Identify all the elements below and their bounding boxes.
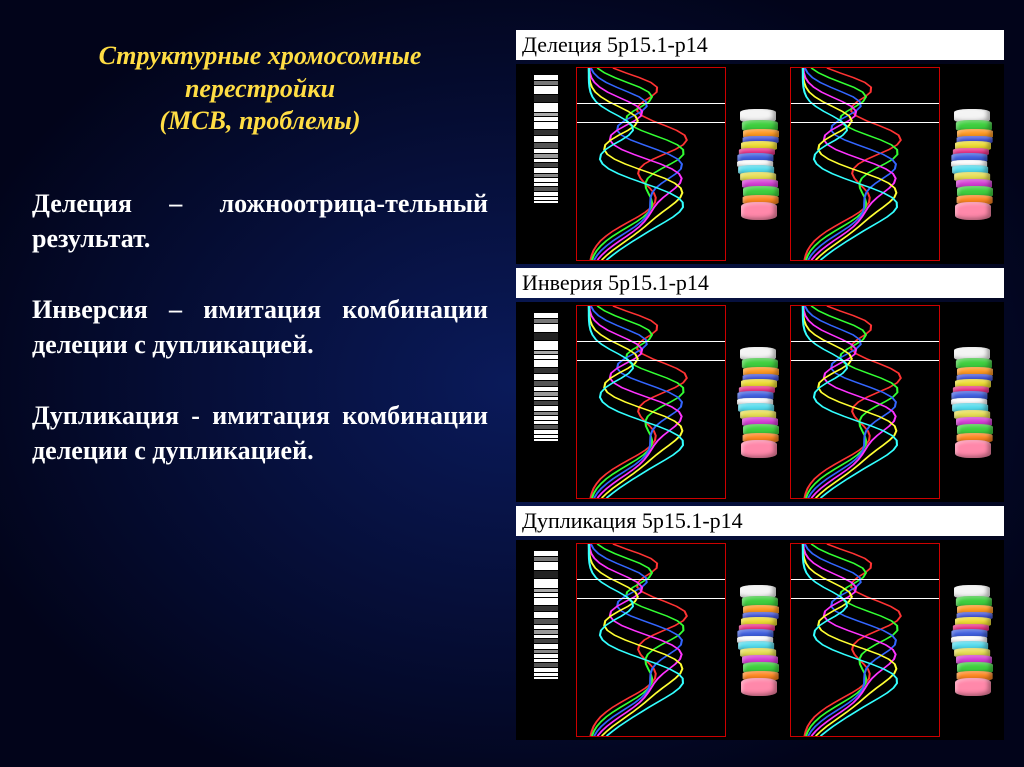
ideogram-band-label: 35.2 xyxy=(522,436,533,442)
figure-panel: Делеция 5p15.1-p1415.315.215.11413121113… xyxy=(512,0,1024,767)
ideogram-band-label: 35.2 xyxy=(522,674,533,680)
paragraph: Делеция – ложноотрица-тельный результат. xyxy=(32,186,488,256)
ideogram-band-label: 13 xyxy=(522,119,528,125)
spectral-plot xyxy=(576,67,726,261)
title-line: перестройки xyxy=(185,74,335,103)
ideogram-band-label: 13 xyxy=(522,357,528,363)
ideogram-band-label: 14 xyxy=(522,92,528,98)
title-line: (МСВ, проблемы) xyxy=(160,106,361,135)
ideogram-band-label: 15.1 xyxy=(522,83,533,89)
banded-chromosome xyxy=(943,305,1001,499)
banded-chromosome xyxy=(943,543,1001,737)
ideogram-band-label: 15 xyxy=(522,371,528,377)
ideogram-band-label: 13 xyxy=(522,338,528,344)
body-text: Делеция – ложноотрица-тельный результат.… xyxy=(32,186,488,505)
ideogram-band-label: 35.2 xyxy=(522,198,533,204)
ideogram-band-label: 15 xyxy=(522,133,528,139)
mcb-row: 15.315.215.114131211131415212223.123.223… xyxy=(516,302,1004,502)
mcb-row: 15.315.215.114131211131415212223.123.223… xyxy=(516,64,1004,264)
mcb-row: 15.315.215.114131211131415212223.123.223… xyxy=(516,540,1004,740)
ideogram-band-label: 15 xyxy=(522,609,528,615)
spectral-plot xyxy=(576,543,726,737)
ideogram-band-label: 14 xyxy=(522,330,528,336)
ideogram: 15.315.215.114131211131415212223.123.223… xyxy=(519,305,573,499)
paragraph: Дупликация - имитация комбинации делеции… xyxy=(32,398,488,468)
banded-chromosome xyxy=(943,67,1001,261)
ideogram: 15.315.215.114131211131415212223.123.223… xyxy=(519,543,573,737)
ideogram: 15.315.215.114131211131415212223.123.223… xyxy=(519,67,573,261)
slide-title: Структурные хромосомные перестройки (МСВ… xyxy=(32,40,488,138)
section-label: Инверия 5p15.1-p14 xyxy=(516,268,1004,298)
ideogram-band-label: 13 xyxy=(522,595,528,601)
title-line: Структурные хромосомные xyxy=(99,41,422,70)
ideogram-band-label: 15.1 xyxy=(522,559,533,565)
spectral-plot xyxy=(790,543,940,737)
banded-chromosome xyxy=(729,67,787,261)
section-label: Делеция 5p15.1-p14 xyxy=(516,30,1004,60)
spectral-plot xyxy=(576,305,726,499)
ideogram-band-label: 15.1 xyxy=(522,321,533,327)
spectral-plot xyxy=(790,67,940,261)
section-label: Дупликация 5p15.1-p14 xyxy=(516,506,1004,536)
ideogram-band-label: 13 xyxy=(522,100,528,106)
text-panel: Структурные хромосомные перестройки (МСВ… xyxy=(0,0,512,767)
spectral-plot xyxy=(790,305,940,499)
banded-chromosome xyxy=(729,305,787,499)
paragraph: Инверсия – имитация комбинации делеции с… xyxy=(32,292,488,362)
ideogram-band-label: 14 xyxy=(522,568,528,574)
ideogram-band-label: 13 xyxy=(522,576,528,582)
banded-chromosome xyxy=(729,543,787,737)
